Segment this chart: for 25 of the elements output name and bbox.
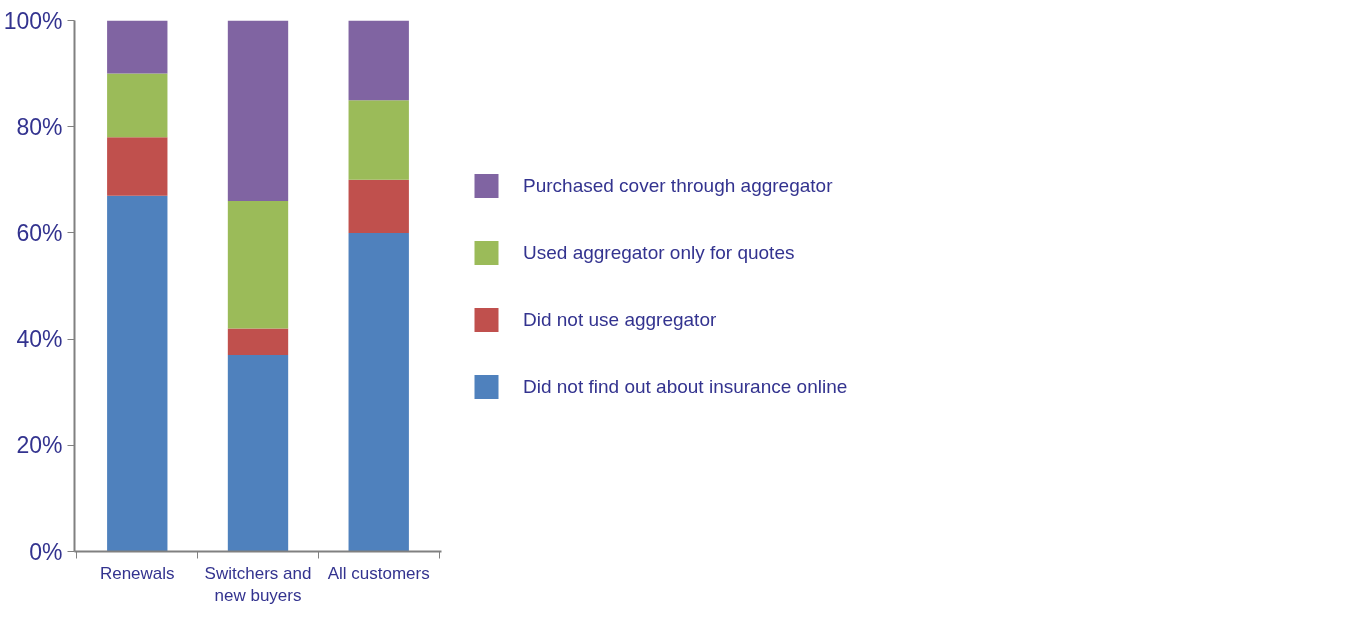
bar [227,328,289,356]
y-tick-label: 0% [29,538,63,565]
bar [227,355,289,552]
x-tick-label: All customers [327,563,430,583]
y-tick-label: 40% [16,326,63,353]
y-tick-label: 60% [16,219,63,246]
bar [107,20,168,74]
bar [107,73,168,138]
y-tick-label: 80% [16,113,63,140]
bar [348,179,409,233]
legend-label: Did not find out about insurance online [523,375,848,397]
bar [227,201,289,329]
bar [107,195,168,552]
legend-label: Did not use aggregator [523,308,717,330]
y-tick-label: 100% [3,7,63,34]
bar [348,100,409,180]
legend-label: Used aggregator only for quotes [523,241,795,263]
x-tick-label: Switchers and new buyers [204,563,312,606]
x-tick-label: Renewals [99,563,175,583]
y-tick-label: 20% [16,432,63,459]
bar [348,232,409,552]
legend-label: Purchased cover through aggregator [523,174,833,196]
bar [107,137,168,196]
bar [227,20,289,202]
bar [348,20,409,101]
